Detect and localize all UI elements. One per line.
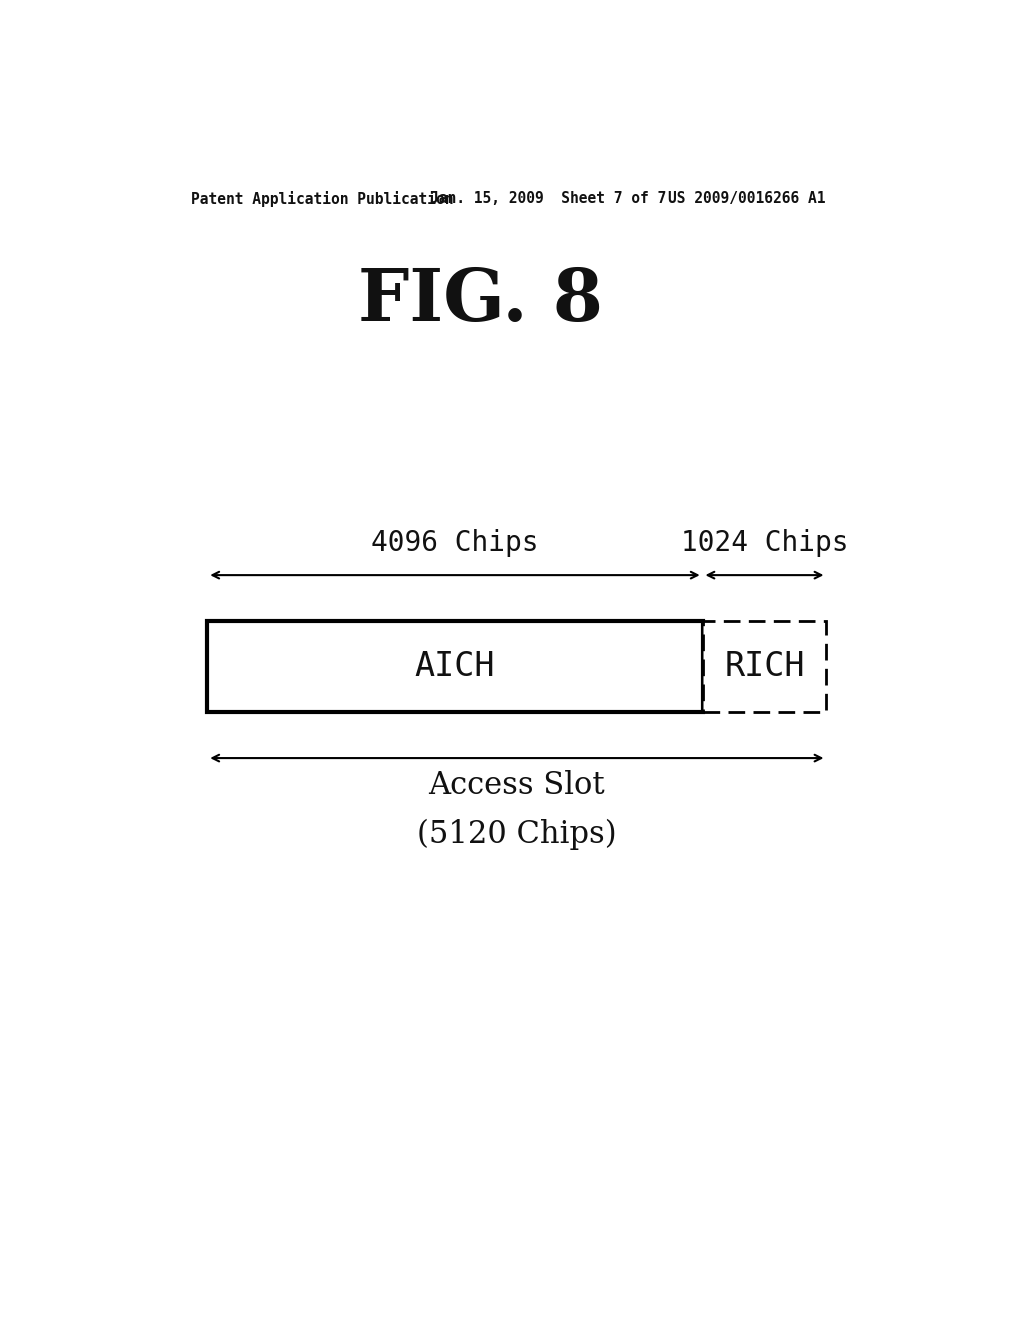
- Text: RICH: RICH: [724, 651, 805, 684]
- Text: US 2009/0016266 A1: US 2009/0016266 A1: [668, 191, 825, 206]
- Text: Access Slot: Access Slot: [429, 771, 605, 801]
- Text: Jan. 15, 2009  Sheet 7 of 7: Jan. 15, 2009 Sheet 7 of 7: [430, 191, 666, 206]
- Text: Patent Application Publication: Patent Application Publication: [191, 191, 454, 207]
- Text: 4096 Chips: 4096 Chips: [372, 529, 539, 557]
- Text: AICH: AICH: [415, 651, 496, 684]
- Text: 1024 Chips: 1024 Chips: [681, 529, 848, 557]
- Bar: [702, 620, 826, 713]
- Bar: [207, 620, 702, 713]
- Text: (5120 Chips): (5120 Chips): [417, 818, 616, 850]
- Text: FIG. 8: FIG. 8: [358, 265, 603, 337]
